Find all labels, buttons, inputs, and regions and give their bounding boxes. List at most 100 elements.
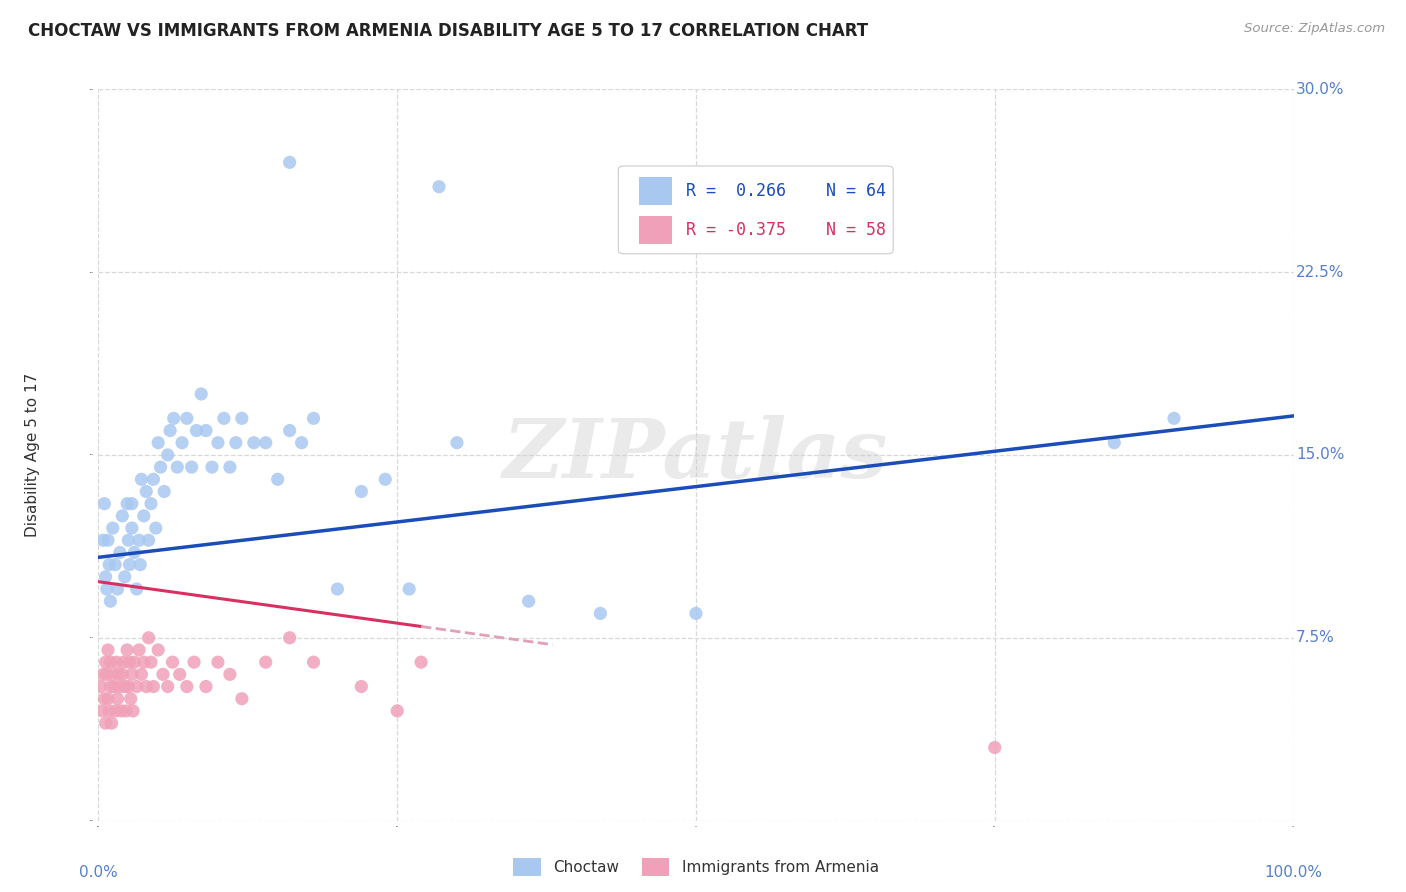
Point: [176, 680, 198, 694]
Point: [427, 179, 450, 194]
Point: [1102, 435, 1125, 450]
Point: [98, 594, 122, 608]
Point: [446, 435, 468, 450]
Point: [243, 435, 266, 450]
Point: [93, 691, 115, 706]
Point: [148, 435, 170, 450]
Point: [120, 691, 142, 706]
Point: [129, 558, 152, 572]
Point: [115, 497, 138, 511]
Point: [105, 655, 128, 669]
Point: [107, 691, 129, 706]
Point: [114, 680, 136, 694]
Point: [142, 472, 165, 486]
Point: [254, 655, 277, 669]
Point: [111, 508, 134, 523]
Point: [212, 411, 235, 425]
Point: [983, 740, 1005, 755]
Text: 7.5%: 7.5%: [1296, 631, 1334, 645]
Point: [145, 521, 167, 535]
Point: [103, 680, 125, 694]
Point: [115, 643, 138, 657]
Point: [290, 435, 312, 450]
Point: [98, 558, 121, 572]
Point: [172, 435, 194, 450]
Point: [176, 411, 198, 425]
Point: [186, 424, 208, 438]
Text: 0.0%: 0.0%: [79, 864, 118, 880]
Point: [231, 411, 253, 425]
Point: [163, 411, 186, 425]
Point: [278, 424, 301, 438]
Point: [100, 716, 122, 731]
Point: [111, 667, 134, 681]
Text: R = -0.375    N = 58: R = -0.375 N = 58: [686, 221, 886, 239]
Text: 30.0%: 30.0%: [1296, 82, 1344, 96]
Point: [231, 691, 253, 706]
Point: [517, 594, 540, 608]
Point: [125, 680, 148, 694]
Point: [98, 704, 121, 718]
Text: 100.0%: 100.0%: [1264, 864, 1323, 880]
Point: [90, 680, 112, 694]
Point: [97, 643, 120, 657]
Point: [96, 667, 118, 681]
Point: [118, 558, 141, 572]
Point: [96, 582, 118, 596]
Text: Source: ZipAtlas.com: Source: ZipAtlas.com: [1244, 22, 1385, 36]
Legend: Choctaw, Immigrants from Armenia: Choctaw, Immigrants from Armenia: [508, 852, 884, 882]
Point: [112, 655, 135, 669]
Point: [135, 680, 157, 694]
Point: [101, 667, 124, 681]
Point: [98, 680, 122, 694]
Point: [685, 607, 707, 621]
Point: [124, 545, 146, 559]
Point: [138, 631, 160, 645]
Point: [153, 484, 176, 499]
Point: [97, 533, 120, 548]
Point: [350, 484, 373, 499]
Point: [278, 155, 301, 169]
Point: [201, 460, 224, 475]
Point: [108, 545, 131, 559]
Point: [118, 655, 141, 669]
Point: [254, 435, 277, 450]
Point: [190, 387, 212, 401]
Point: [91, 704, 114, 718]
Point: [94, 655, 117, 669]
Point: [121, 497, 143, 511]
Point: [207, 655, 229, 669]
Text: Disability Age 5 to 17: Disability Age 5 to 17: [25, 373, 41, 537]
Point: [149, 460, 172, 475]
Point: [115, 704, 138, 718]
Point: [138, 533, 160, 548]
Point: [93, 497, 115, 511]
Point: [278, 631, 301, 645]
Point: [194, 424, 217, 438]
Point: [101, 521, 124, 535]
Point: [128, 643, 150, 657]
Point: [97, 691, 120, 706]
Point: [107, 667, 129, 681]
Point: [183, 655, 205, 669]
Point: [156, 448, 179, 462]
Text: ZIPatlas: ZIPatlas: [503, 415, 889, 495]
Point: [110, 704, 132, 718]
Point: [117, 533, 139, 548]
Point: [374, 472, 396, 486]
Point: [135, 484, 157, 499]
Point: [124, 655, 146, 669]
Point: [104, 704, 127, 718]
Point: [121, 667, 143, 681]
FancyBboxPatch shape: [638, 217, 672, 244]
Point: [121, 521, 143, 535]
Point: [142, 680, 165, 694]
Point: [350, 680, 373, 694]
Point: [94, 570, 117, 584]
Point: [94, 716, 117, 731]
Point: [398, 582, 420, 596]
Point: [117, 680, 139, 694]
Point: [159, 424, 181, 438]
Point: [148, 643, 170, 657]
Point: [194, 680, 217, 694]
